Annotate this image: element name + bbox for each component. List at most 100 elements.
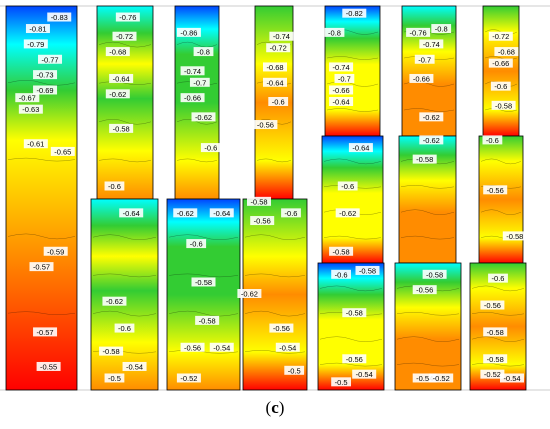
contour-label: -0.6 [488, 273, 508, 283]
contour-label-bg [342, 8, 367, 18]
contour-label: -0.58 [502, 231, 527, 241]
contour-line [319, 285, 383, 292]
contour-line [168, 234, 239, 240]
contour-label: -0.79 [23, 39, 48, 49]
panel-section [90, 198, 159, 391]
contour-label-bg [180, 93, 205, 103]
contour-label-text: -0.72 [270, 44, 287, 53]
contour-label-text: -0.74 [333, 63, 350, 72]
contour-label-text: -0.68 [109, 48, 126, 57]
contour-line [244, 350, 306, 354]
contour-line [323, 235, 382, 240]
contour-label-text: -0.65 [54, 147, 71, 156]
contour-label-text: -0.64 [266, 78, 283, 87]
contour-label-bg [419, 112, 444, 122]
contour-label: -0.66 [488, 58, 513, 68]
contour-label-bg [482, 135, 503, 145]
contour-label: -0.64 [263, 77, 287, 87]
contour-label-text: -0.56 [487, 186, 504, 195]
contour-label-text: -0.66 [413, 74, 430, 83]
contour-label: -0.54 [412, 373, 437, 383]
contour-label-bg [180, 342, 205, 352]
contour-label-text: -0.82 [346, 9, 363, 18]
contour-panel-1: -0.83 -0.81 -0.79 -0.77 -0.73 -0.69-0.67 -0.63… [5, 5, 78, 391]
contour-label-text: -0.62 [195, 113, 212, 122]
contour-label-bg [247, 196, 271, 206]
contour-label-bg [329, 97, 354, 106]
contour-label-bg [43, 246, 68, 256]
contour-label-bg [209, 342, 234, 352]
contour-label-text: -0.69 [36, 86, 53, 95]
contour-line [98, 119, 152, 125]
contour-label-text: -0.56 [184, 343, 201, 352]
contour-label: -0.58 [483, 354, 508, 364]
contour-label-bg [263, 62, 287, 72]
contour-label-text: -0.58 [416, 155, 433, 164]
contour-line [319, 362, 383, 367]
contour-label-text: -0.6 [108, 182, 121, 191]
contour-label: -0.59 [43, 246, 68, 256]
contour-label-text: -0.8 [435, 25, 448, 34]
contour-label: -0.74 [329, 62, 354, 72]
contour-label-bg [355, 265, 380, 275]
contour-line [98, 158, 152, 163]
contour-label-text: -0.56 [484, 301, 501, 310]
contour-label-text: -0.7 [418, 55, 431, 64]
contour-label-text: -0.5 [335, 378, 348, 387]
contour-label-text: -0.79 [27, 40, 44, 49]
contour-label-bg [29, 262, 54, 272]
contour-label-text: -0.61 [27, 140, 44, 149]
contour-label: -0.58 [422, 269, 447, 279]
panel-section [317, 262, 385, 391]
contour-label: -0.62 [102, 296, 127, 306]
contour-line [7, 80, 76, 86]
contour-label: -0.74 [180, 66, 205, 76]
contour-label-bg [429, 373, 454, 383]
contour-label-bg [281, 208, 301, 218]
contour-label-bg [483, 185, 508, 195]
contour-label: -0.58 [195, 315, 220, 325]
contour-line [326, 56, 379, 60]
contour-label: -0.69 [33, 85, 58, 95]
contour-label-text: -0.5 [108, 374, 121, 383]
contour-label: -0.55 [36, 361, 61, 371]
contour-label: -0.6 [114, 323, 135, 333]
contour-label-bg [480, 300, 505, 310]
contour-label-text: -0.54 [416, 374, 433, 383]
contour-label: -0.73 [33, 70, 58, 80]
contour-line [244, 273, 306, 278]
contour-label: -0.68 [105, 47, 130, 57]
contour-label-bg [335, 208, 360, 218]
contour-label: -0.83 [47, 12, 72, 22]
contour-label-text: -0.67 [19, 94, 36, 103]
contour-label: -0.57 [29, 262, 54, 272]
contour-label-text: -0.6 [492, 274, 505, 283]
contour-label-text: -0.62 [339, 209, 356, 218]
contour-label-text: -0.64 [123, 209, 140, 218]
contour-label: -0.58 [342, 308, 367, 318]
panel-section [174, 5, 220, 200]
contour-label-bg [406, 27, 431, 37]
contour-label: -0.64 [109, 73, 134, 83]
contour-label-text: -0.66 [492, 59, 509, 68]
contour-line [92, 273, 157, 278]
contour-label: -0.54 [122, 361, 147, 371]
contour-label-bg [209, 208, 234, 218]
contour-label-bg [412, 285, 437, 295]
contour-label-text: -0.83 [51, 13, 68, 22]
contour-label-text: -0.86 [180, 28, 197, 37]
contour-label-bg [186, 239, 207, 249]
contour-label-bg [105, 89, 130, 99]
contour-label-text: -0.6 [486, 136, 499, 145]
contour-label-bg [193, 47, 214, 57]
contour-label: -0.62 [419, 112, 444, 122]
contour-label: -0.6 [186, 239, 207, 249]
contour-label: -0.6 [281, 208, 301, 218]
contour-label-text: -0.6 [118, 324, 131, 333]
panel-section [166, 198, 241, 391]
contour-line [403, 108, 455, 112]
contour-label-text: -0.52 [484, 370, 501, 379]
contour-line [471, 336, 525, 342]
contour-label-bg [266, 43, 291, 53]
contour-label: -0.64 [329, 97, 354, 107]
